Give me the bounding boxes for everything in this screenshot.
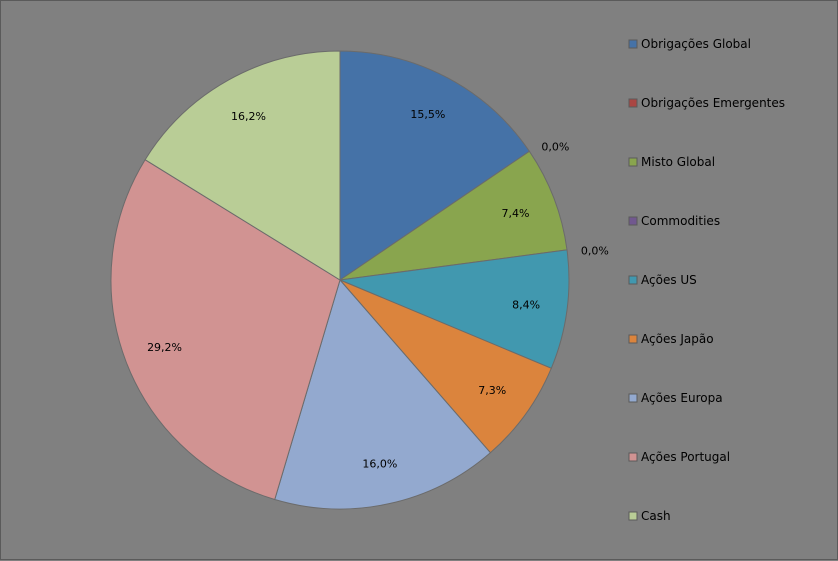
legend-swatch [628,452,638,462]
data-label-obrigacoes-global: 15,5% [410,108,445,121]
data-label-acoes-portugal: 29,2% [147,341,182,354]
legend-swatch [628,334,638,344]
legend-swatch [628,393,638,403]
data-label-acoes-europa: 16,0% [362,458,397,471]
data-label-misto-global: 7,4% [501,207,529,220]
pie-slices [110,50,570,510]
slice-cash [144,50,341,281]
legend-swatch [628,275,638,285]
slice-obrigacoes-global [339,50,531,281]
legend-label: Ações Portugal [641,450,730,464]
legend-label: Misto Global [641,155,715,169]
legend-label: Obrigações Emergentes [641,96,785,110]
legend-label: Commodities [641,214,720,228]
legend-swatch [628,511,638,521]
legend-swatch [628,39,638,49]
legend-label: Ações Japão [641,332,714,346]
legend-label: Ações US [641,273,697,287]
legend-swatch [628,216,638,226]
legend-label: Cash [641,509,671,523]
data-label-acoes-japao: 7,3% [478,384,506,397]
pie-data-labels: 15,5% 0,0% 7,4% 0,0% 8,4% 7,3% 16,0% 29,2% 16,2% [147,108,609,470]
legend-swatch [628,98,638,108]
data-label-obrigacoes-emergentes: 0,0% [541,141,569,154]
slice-misto-global [339,150,568,281]
legend-label: Obrigações Global [641,37,751,51]
data-label-cash: 16,2% [231,110,266,123]
slice-acoes-us [338,249,570,369]
data-label-commodities: 0,0% [581,244,609,257]
slice-acoes-japao [339,279,552,454]
legend-swatch [628,157,638,167]
slice-acoes-europa [274,278,492,510]
data-label-acoes-us: 8,4% [512,299,540,312]
legend: Obrigações Global Obrigações Emergentes Mi… [628,37,785,523]
legend-label: Ações Europa [641,391,723,405]
